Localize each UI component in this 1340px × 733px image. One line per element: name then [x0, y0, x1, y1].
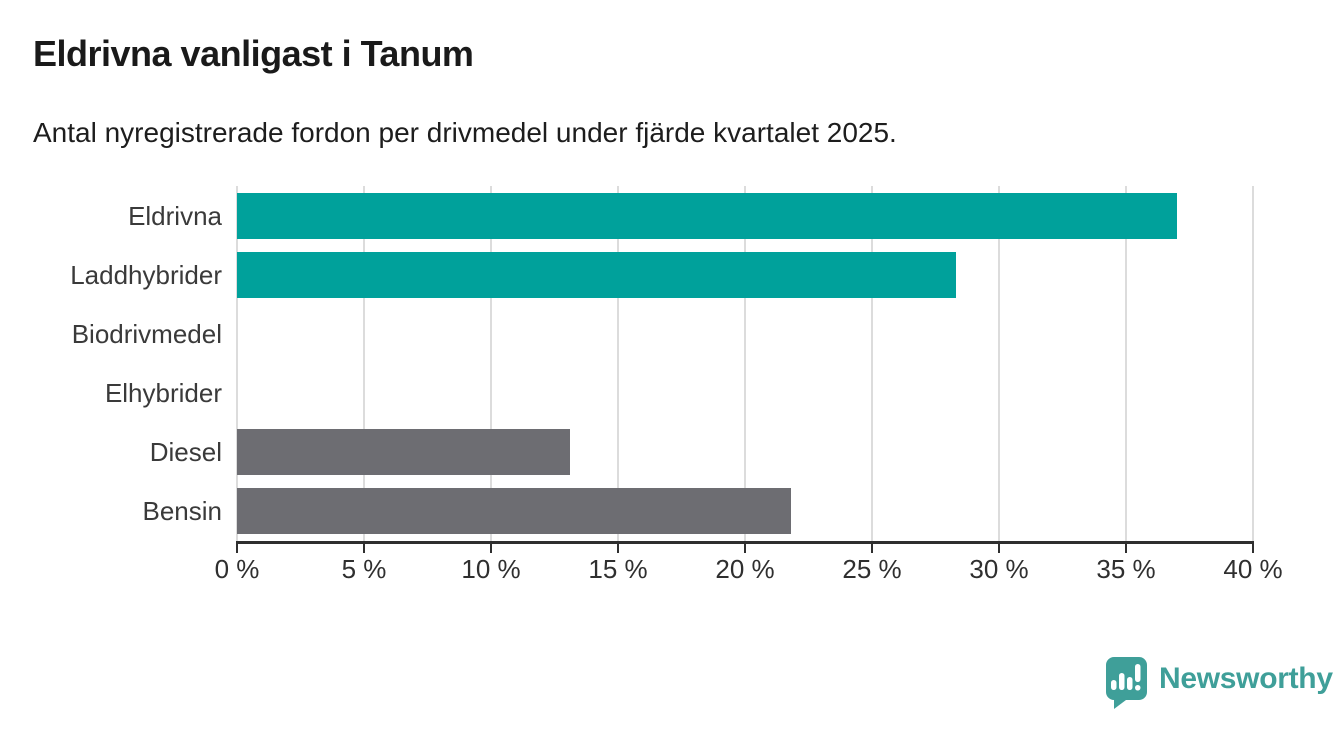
category-label: Bensin	[142, 496, 223, 527]
x-axis-tick	[1125, 544, 1127, 553]
bar	[237, 488, 791, 535]
x-axis-tick-label: 15 %	[588, 554, 648, 584]
chart-subtitle: Antal nyregistrerade fordon per drivmede…	[33, 117, 897, 148]
gridline	[236, 186, 238, 541]
x-axis-tick	[617, 544, 619, 553]
gridline	[744, 186, 746, 541]
newsworthy-logo-text: Newsworthy	[1159, 662, 1333, 695]
x-axis-tick-label: 20 %	[715, 554, 775, 584]
bar	[237, 192, 1177, 239]
gridline	[998, 186, 1000, 541]
gridline	[1125, 186, 1127, 541]
bar	[237, 251, 956, 298]
x-axis-tick-label: 40 %	[1223, 554, 1283, 584]
x-axis-tick	[871, 544, 873, 553]
gridline	[871, 186, 873, 541]
x-axis-tick-label: 25 %	[842, 554, 902, 584]
newsworthy-logo: Newsworthy	[1102, 656, 1333, 710]
category-label: Elhybrider	[104, 378, 222, 409]
x-axis-tick	[744, 544, 746, 553]
x-axis-tick-label: 5 %	[341, 554, 387, 584]
x-axis-tick	[490, 544, 492, 553]
x-axis-line	[236, 541, 1254, 544]
bar	[237, 429, 570, 476]
gridline	[490, 186, 492, 541]
page-title: Eldrivna vanligast i Tanum	[33, 33, 474, 74]
x-axis-tick-label: 10 %	[461, 554, 521, 584]
x-axis-tick-label: 30 %	[969, 554, 1029, 584]
category-label: Eldrivna	[128, 200, 222, 231]
x-axis-tick	[1252, 544, 1254, 553]
x-axis-tick-label: 35 %	[1096, 554, 1156, 584]
x-axis-tick	[236, 544, 238, 553]
category-label: Diesel	[149, 437, 222, 468]
gridline	[1252, 186, 1254, 541]
x-axis-tick-label: 0 %	[214, 554, 260, 584]
x-axis-tick	[363, 544, 365, 553]
category-label: Biodrivmedel	[71, 318, 222, 349]
x-axis-tick	[998, 544, 1000, 553]
category-label: Laddhybrider	[70, 259, 222, 290]
gridline	[617, 186, 619, 541]
gridline	[363, 186, 365, 541]
newsworthy-speech-bubble-bar-chart-icon	[1106, 657, 1147, 709]
